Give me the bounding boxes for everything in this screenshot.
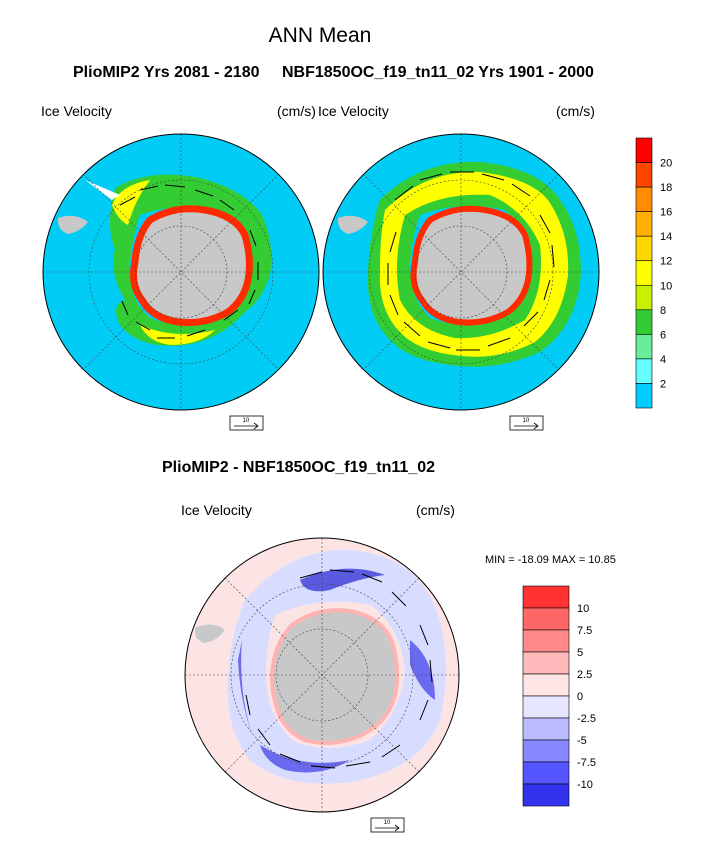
colorbar-diff: 10 7.5 5 2.5 0 -2.5 -5 -7.5 -10 [522,585,596,807]
bottom-reference-vector: 10 [370,817,405,833]
left-polar-map [42,133,320,411]
right-island [337,215,368,234]
right-reference-label: 10 [523,418,530,424]
colorbar-diff-swatch [522,607,570,631]
colorbar-top-label: 4 [660,354,666,366]
left-reference-label: 10 [243,418,250,424]
colorbar-diff-label: 5 [577,647,583,659]
colorbar-diff-label: -2.5 [577,713,596,725]
colorbar-top-label: 14 [660,231,672,243]
colorbar-top-swatch [635,137,653,163]
colorbar-diff-swatch [522,673,570,697]
colorbar-diff-label: 7.5 [577,625,592,637]
colorbar-top-swatch [635,162,653,188]
colorbar-diff-swatch [522,761,570,785]
left-island [57,215,88,234]
colorbar-diff-swatch [522,739,570,763]
left-vector-arrows [119,184,259,339]
figure-title: ANN Mean [269,24,372,47]
colorbar-top-swatch [635,186,653,212]
colorbar-top-swatch [635,235,653,262]
colorbar-top-label: 20 [660,158,672,170]
colorbar-diff-label: 2.5 [577,669,592,681]
colorbar-top-swatch [635,334,653,360]
diff-negative-band [227,549,446,784]
colorbar-top-swatch [635,211,653,237]
diff-island [194,624,225,643]
bottom-reference-label: 10 [384,820,391,826]
colorbar-diff-swatch [522,783,570,807]
min-max-stats: MIN = -18.09 MAX = 10.85 [485,554,616,566]
bottom-panel-heading: PlioMIP2 - NBF1850OC_f19_tn11_02 [162,459,435,476]
left-field-label: Ice Velocity [41,103,112,119]
colorbar-diff-label: -10 [577,779,593,791]
colorbar-top-label: 16 [660,207,672,219]
colorbar-diff-swatch [522,717,570,741]
right-units: (cm/s) [556,103,595,119]
right-antarctica [410,205,533,326]
colorbar-top-label: 8 [660,305,666,317]
left-ice-band-yellow-south [140,325,215,345]
right-panel-heading: NBF1850OC_f19_tn11_02 Yrs 1901 - 2000 [282,64,594,81]
left-reference-vector: 10 [229,415,264,431]
colorbar-top-label: 18 [660,182,672,194]
colorbar-diff-swatch [522,695,570,719]
colorbar-top: 20 18 16 14 12 10 8 6 4 2 [635,137,672,409]
colorbar-top-label: 10 [660,280,672,292]
diff-antarctica [270,608,400,746]
left-peninsula [85,180,120,200]
right-reference-vector: 10 [509,415,544,431]
diff-strong-negative-east [410,640,435,700]
diff-vector-arrows [245,569,433,769]
colorbar-top-swatch [635,383,653,409]
bottom-field-label: Ice Velocity [181,502,252,518]
left-ice-band-yellow [112,180,150,225]
diff-strong-negative-west [238,640,252,735]
colorbar-diff-label: -7.5 [577,757,596,769]
colorbar-diff-label: 10 [577,603,589,615]
colorbar-diff-swatch [522,629,570,653]
difference-polar-map [184,537,460,813]
colorbar-top-swatch [635,260,653,286]
colorbar-diff-label: -5 [577,735,587,747]
right-polar-map [322,133,600,411]
right-field-label: Ice Velocity [318,103,389,119]
right-vector-arrows [387,171,555,351]
colorbar-top-swatch [635,309,653,335]
colorbar-diff-swatch [522,585,570,609]
colorbar-diff-label: 0 [577,691,583,703]
colorbar-top-label: 2 [660,378,666,390]
left-panel-heading: PlioMIP2 Yrs 2081 - 2180 [73,64,260,81]
colorbar-top-swatch [635,284,653,311]
colorbar-diff-swatch [522,651,570,675]
left-antarctica [130,205,253,326]
bottom-units: (cm/s) [416,502,455,518]
colorbar-top-swatch [635,358,653,384]
colorbar-top-label: 6 [660,329,666,341]
colorbar-top-label: 12 [660,256,672,268]
left-units: (cm/s) [277,103,316,119]
